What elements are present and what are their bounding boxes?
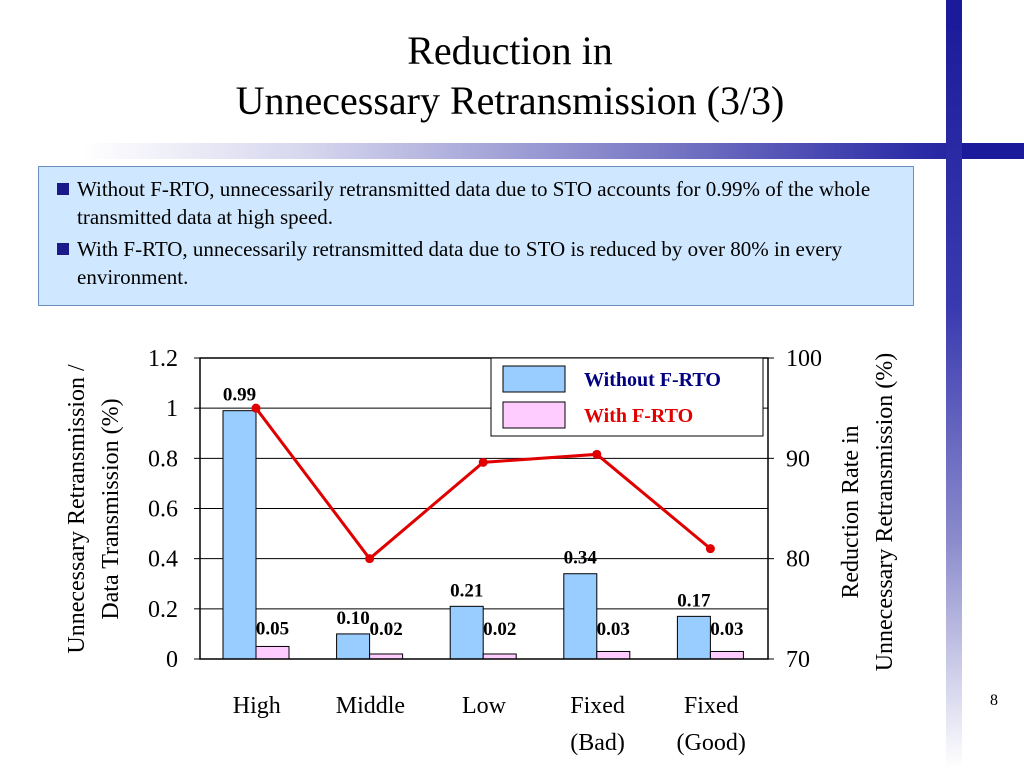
data-label: 0.05 bbox=[256, 618, 289, 639]
data-label: 0.10 bbox=[336, 608, 369, 629]
data-label: 0.17 bbox=[677, 590, 711, 611]
right-axis-title-line: Reduction Rate in bbox=[838, 425, 864, 598]
bullet-item: With F-RTO, unnecessarily retransmitted … bbox=[57, 235, 895, 291]
corner-block-h bbox=[962, 143, 1024, 159]
left-tick-label: 0.8 bbox=[148, 446, 178, 472]
data-label: 0.03 bbox=[597, 619, 630, 640]
legend-label-without: Without F-RTO bbox=[584, 369, 721, 391]
bar-without-frto bbox=[449, 605, 484, 660]
left-tick-label: 0 bbox=[166, 647, 178, 673]
right-tick-label: 90 bbox=[786, 446, 810, 472]
bar-without-frto bbox=[676, 615, 711, 660]
bar-with-frto bbox=[369, 653, 404, 660]
legend-swatch-with bbox=[502, 401, 566, 429]
category-label: Fixed bbox=[570, 693, 625, 719]
category-label: Middle bbox=[336, 693, 405, 719]
page-number: 8 bbox=[990, 692, 998, 709]
right-tick-label: 100 bbox=[786, 346, 822, 372]
corner-block-v bbox=[946, 0, 962, 30]
left-axis-title-line: Data Transmission (%) bbox=[98, 398, 124, 619]
category-label: Low bbox=[462, 693, 507, 719]
title-line-1: Reduction in bbox=[407, 28, 613, 73]
slide-title: Reduction in Unnecessary Retransmission … bbox=[100, 26, 920, 126]
bar-without-frto bbox=[563, 573, 598, 660]
bar-without-frto bbox=[222, 410, 257, 660]
bar-with-frto bbox=[255, 645, 290, 660]
plot-frame bbox=[199, 357, 769, 660]
bullet-text: With F-RTO, unnecessarily retransmitted … bbox=[77, 237, 843, 289]
reduction-rate-point bbox=[251, 403, 261, 413]
square-bullet-icon bbox=[57, 183, 69, 195]
data-label: 0.99 bbox=[223, 385, 256, 406]
summary-box: Without F-RTO, unnecessarily retransmitt… bbox=[38, 166, 914, 306]
right-axis-title-line: Unnecessary Retransmission (%) bbox=[872, 353, 898, 672]
data-label: 0.34 bbox=[564, 548, 598, 569]
left-tick-label: 1.2 bbox=[148, 346, 178, 372]
bar-without-frto bbox=[336, 633, 371, 660]
bar-with-frto bbox=[709, 650, 744, 660]
right-tick-label: 70 bbox=[786, 647, 810, 673]
reduction-rate-point bbox=[478, 457, 488, 467]
side-bar bbox=[946, 0, 962, 768]
bullet-item: Without F-RTO, unnecessarily retransmitt… bbox=[57, 175, 895, 231]
category-label: (Bad) bbox=[570, 730, 625, 756]
left-axis-title: Unnecessary Retransmission / Data Transmi… bbox=[64, 364, 124, 654]
left-tick-label: 1 bbox=[166, 396, 178, 422]
bar-with-frto bbox=[482, 653, 517, 660]
square-bullet-icon bbox=[57, 243, 69, 255]
title-line-2: Unnecessary Retransmission (3/3) bbox=[235, 78, 785, 123]
reduction-rate-point bbox=[705, 544, 715, 554]
header-bar bbox=[0, 143, 1024, 159]
category-label: (Good) bbox=[677, 730, 746, 756]
legend-swatch-without bbox=[502, 365, 566, 393]
left-tick-label: 0.6 bbox=[148, 497, 178, 523]
bar-with-frto bbox=[596, 650, 631, 660]
right-tick-label: 80 bbox=[786, 547, 810, 573]
category-label: High bbox=[233, 693, 281, 719]
legend-label-with: With F-RTO bbox=[584, 405, 693, 427]
reduction-rate-point bbox=[365, 554, 375, 564]
data-label: 0.02 bbox=[369, 619, 402, 640]
category-label: Fixed bbox=[684, 693, 739, 719]
left-tick-label: 0.4 bbox=[148, 547, 178, 573]
data-label: 0.03 bbox=[710, 619, 743, 640]
left-tick-label: 0.2 bbox=[148, 597, 178, 623]
right-axis-title: Reduction Rate in Unnecessary Retransmiss… bbox=[838, 353, 898, 672]
data-label: 0.21 bbox=[450, 580, 483, 601]
bullet-text: Without F-RTO, unnecessarily retransmitt… bbox=[77, 177, 871, 229]
data-label: 0.02 bbox=[483, 619, 516, 640]
reduction-rate-point bbox=[592, 449, 602, 459]
left-axis-title-line: Unnecessary Retransmission / bbox=[64, 364, 90, 654]
